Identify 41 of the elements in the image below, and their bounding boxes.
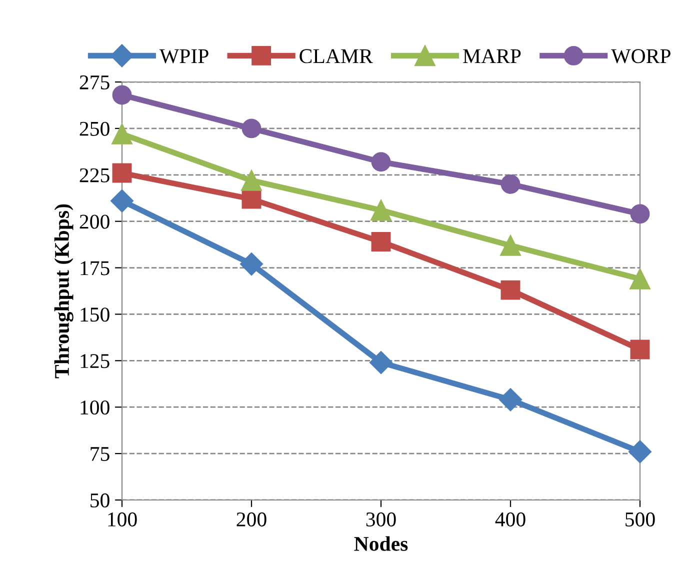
point [112, 163, 132, 183]
x-tick-label: 100 [108, 512, 137, 526]
point [241, 170, 262, 191]
point [500, 235, 521, 256]
x-tick-label: 300 [366, 512, 396, 526]
point [370, 200, 392, 221]
point [242, 189, 262, 209]
y-tick-label: 250 [80, 122, 110, 136]
point [371, 152, 391, 172]
y-tick-label: 50 [90, 493, 110, 508]
y-tick-label: 150 [80, 308, 110, 322]
point [240, 252, 263, 276]
y-tick-label: 75 [90, 447, 110, 461]
legend-label: CLAMR [300, 49, 373, 64]
legend-label: WORP [611, 49, 670, 64]
x-tick-label: 500 [626, 512, 655, 526]
y-tick-label: 225 [80, 168, 110, 182]
y-tick-label: 100 [80, 400, 110, 415]
point [371, 232, 391, 252]
point [630, 340, 650, 360]
point [499, 388, 522, 412]
point [112, 85, 132, 105]
legend-label: MARP [463, 49, 521, 63]
y-tick-label: 275 [80, 75, 110, 90]
x-tick-label: 200 [236, 512, 266, 526]
point [370, 351, 392, 374]
point [628, 440, 652, 464]
legend-label: WPIP [159, 49, 208, 64]
y-tick-label: 125 [80, 354, 110, 368]
point [500, 174, 520, 194]
y-tick-label: 175 [80, 261, 110, 276]
x-tick-label: 400 [495, 512, 526, 526]
y-tick-label: 200 [80, 214, 110, 229]
point [630, 268, 650, 290]
point [500, 280, 520, 300]
x-axis-title: Nodes [354, 536, 408, 551]
point [242, 118, 262, 138]
point [110, 189, 134, 212]
point [112, 124, 132, 144]
point [630, 204, 650, 224]
y-axis-title: Throughput (Kbps) [54, 204, 74, 378]
